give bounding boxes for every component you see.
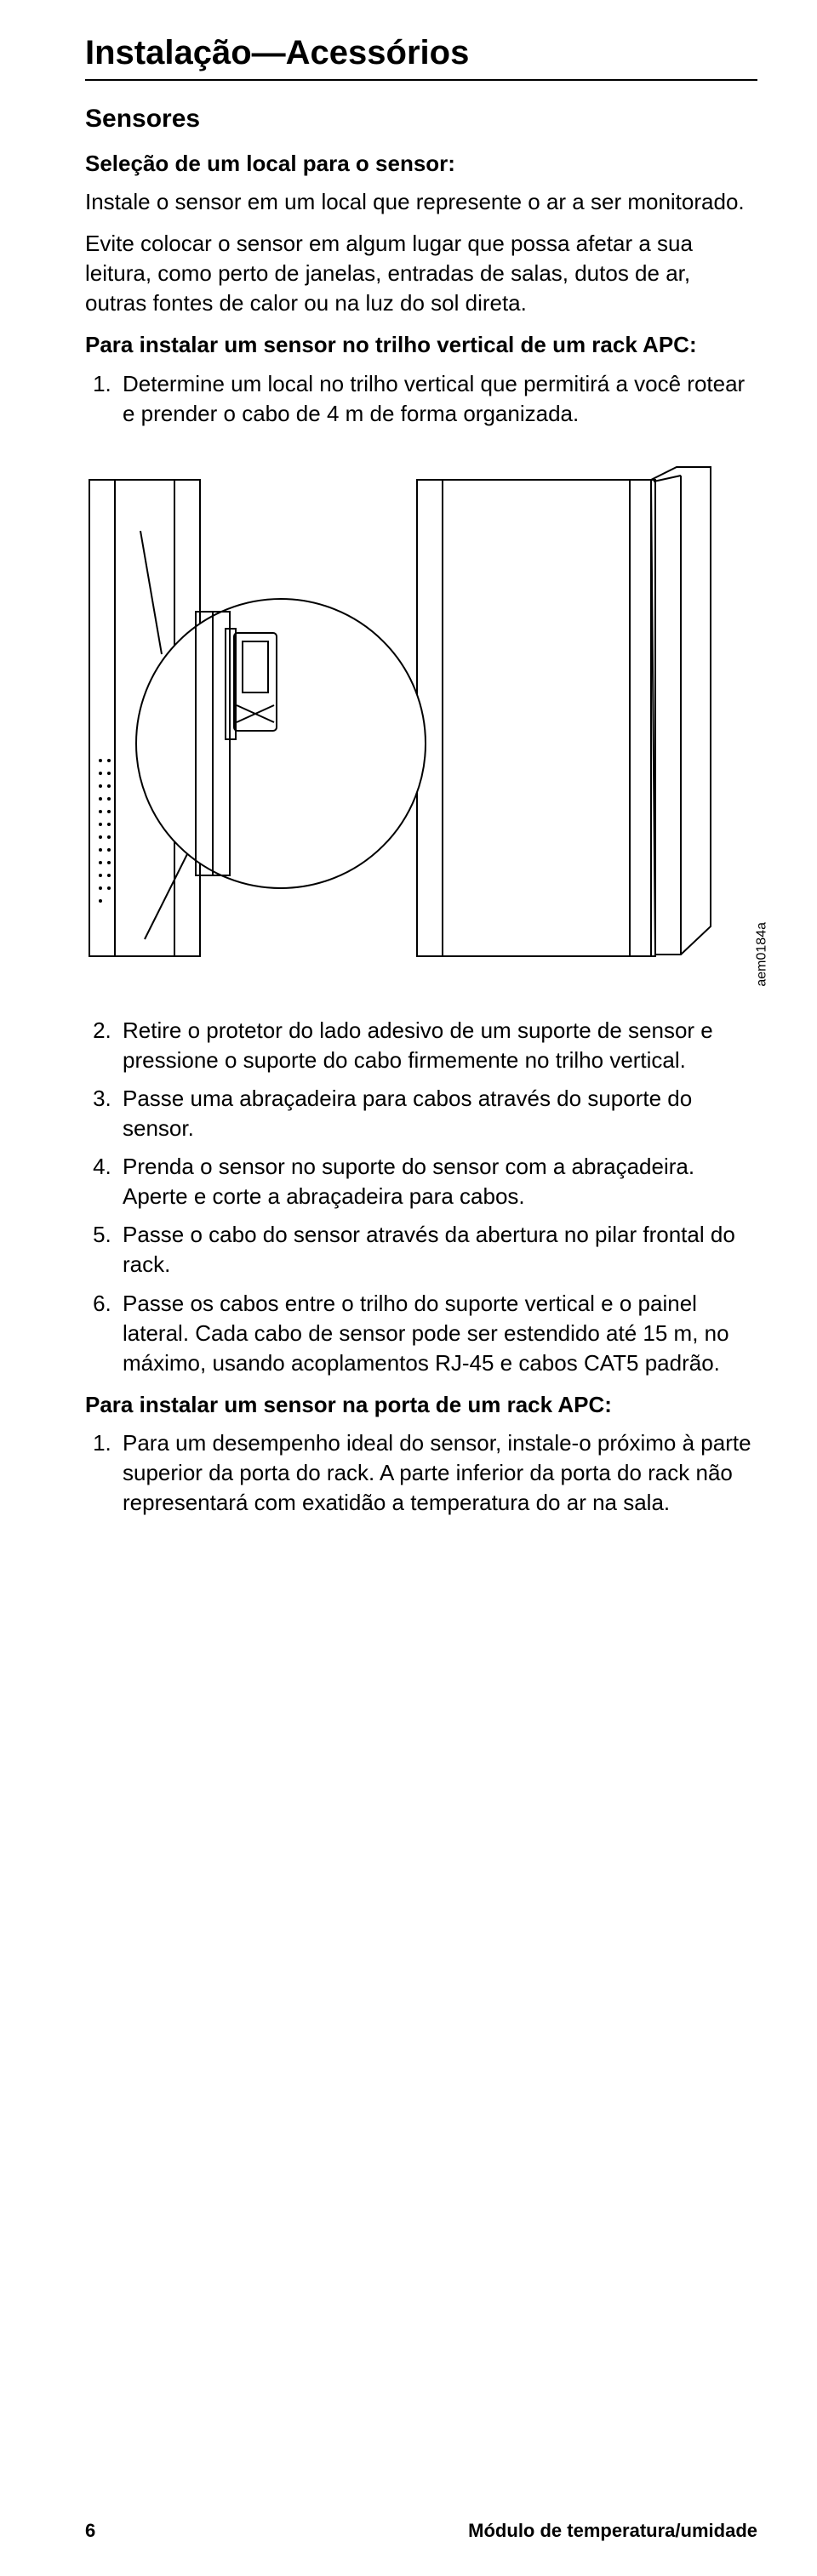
list-item: Passe uma abraçadeira para cabos através…	[117, 1084, 757, 1143]
page-title: Instalação—Acessórios	[85, 34, 757, 81]
subheading-3: Para instalar um sensor na porta de um r…	[85, 1390, 757, 1420]
section-heading: Sensores	[85, 105, 757, 134]
page-number: 6	[85, 2520, 95, 2542]
list-item: Determine um local no trilho vertical qu…	[117, 369, 757, 429]
list-item: Prenda o sensor no suporte do sensor com…	[117, 1152, 757, 1211]
list-item: Retire o protetor do lado adesivo de um …	[117, 1016, 757, 1075]
figure-label: aem0184a	[755, 922, 770, 987]
list-1: Determine um local no trilho vertical qu…	[85, 369, 757, 429]
list-item: Passe o cabo do sensor através da abertu…	[117, 1220, 757, 1279]
paragraph-1: Instale o sensor em um local que represe…	[85, 187, 757, 217]
subheading-2: Para instalar um sensor no trilho vertic…	[85, 330, 757, 360]
list-2: Retire o protetor do lado adesivo de um …	[85, 1016, 757, 1378]
list-item: Para um desempenho ideal do sensor, inst…	[117, 1428, 757, 1518]
figure: aem0184a	[85, 463, 757, 973]
list-3: Para um desempenho ideal do sensor, inst…	[85, 1428, 757, 1518]
list-item: Passe os cabos entre o trilho do suporte…	[117, 1289, 757, 1378]
subheading-1: Seleção de um local para o sensor:	[85, 149, 757, 179]
rack-diagram-icon	[85, 463, 732, 973]
page-footer: 6 Módulo de temperatura/umidade	[85, 2520, 757, 2542]
doc-title-footer: Módulo de temperatura/umidade	[468, 2520, 757, 2542]
paragraph-2: Evite colocar o sensor em algum lugar qu…	[85, 229, 757, 318]
